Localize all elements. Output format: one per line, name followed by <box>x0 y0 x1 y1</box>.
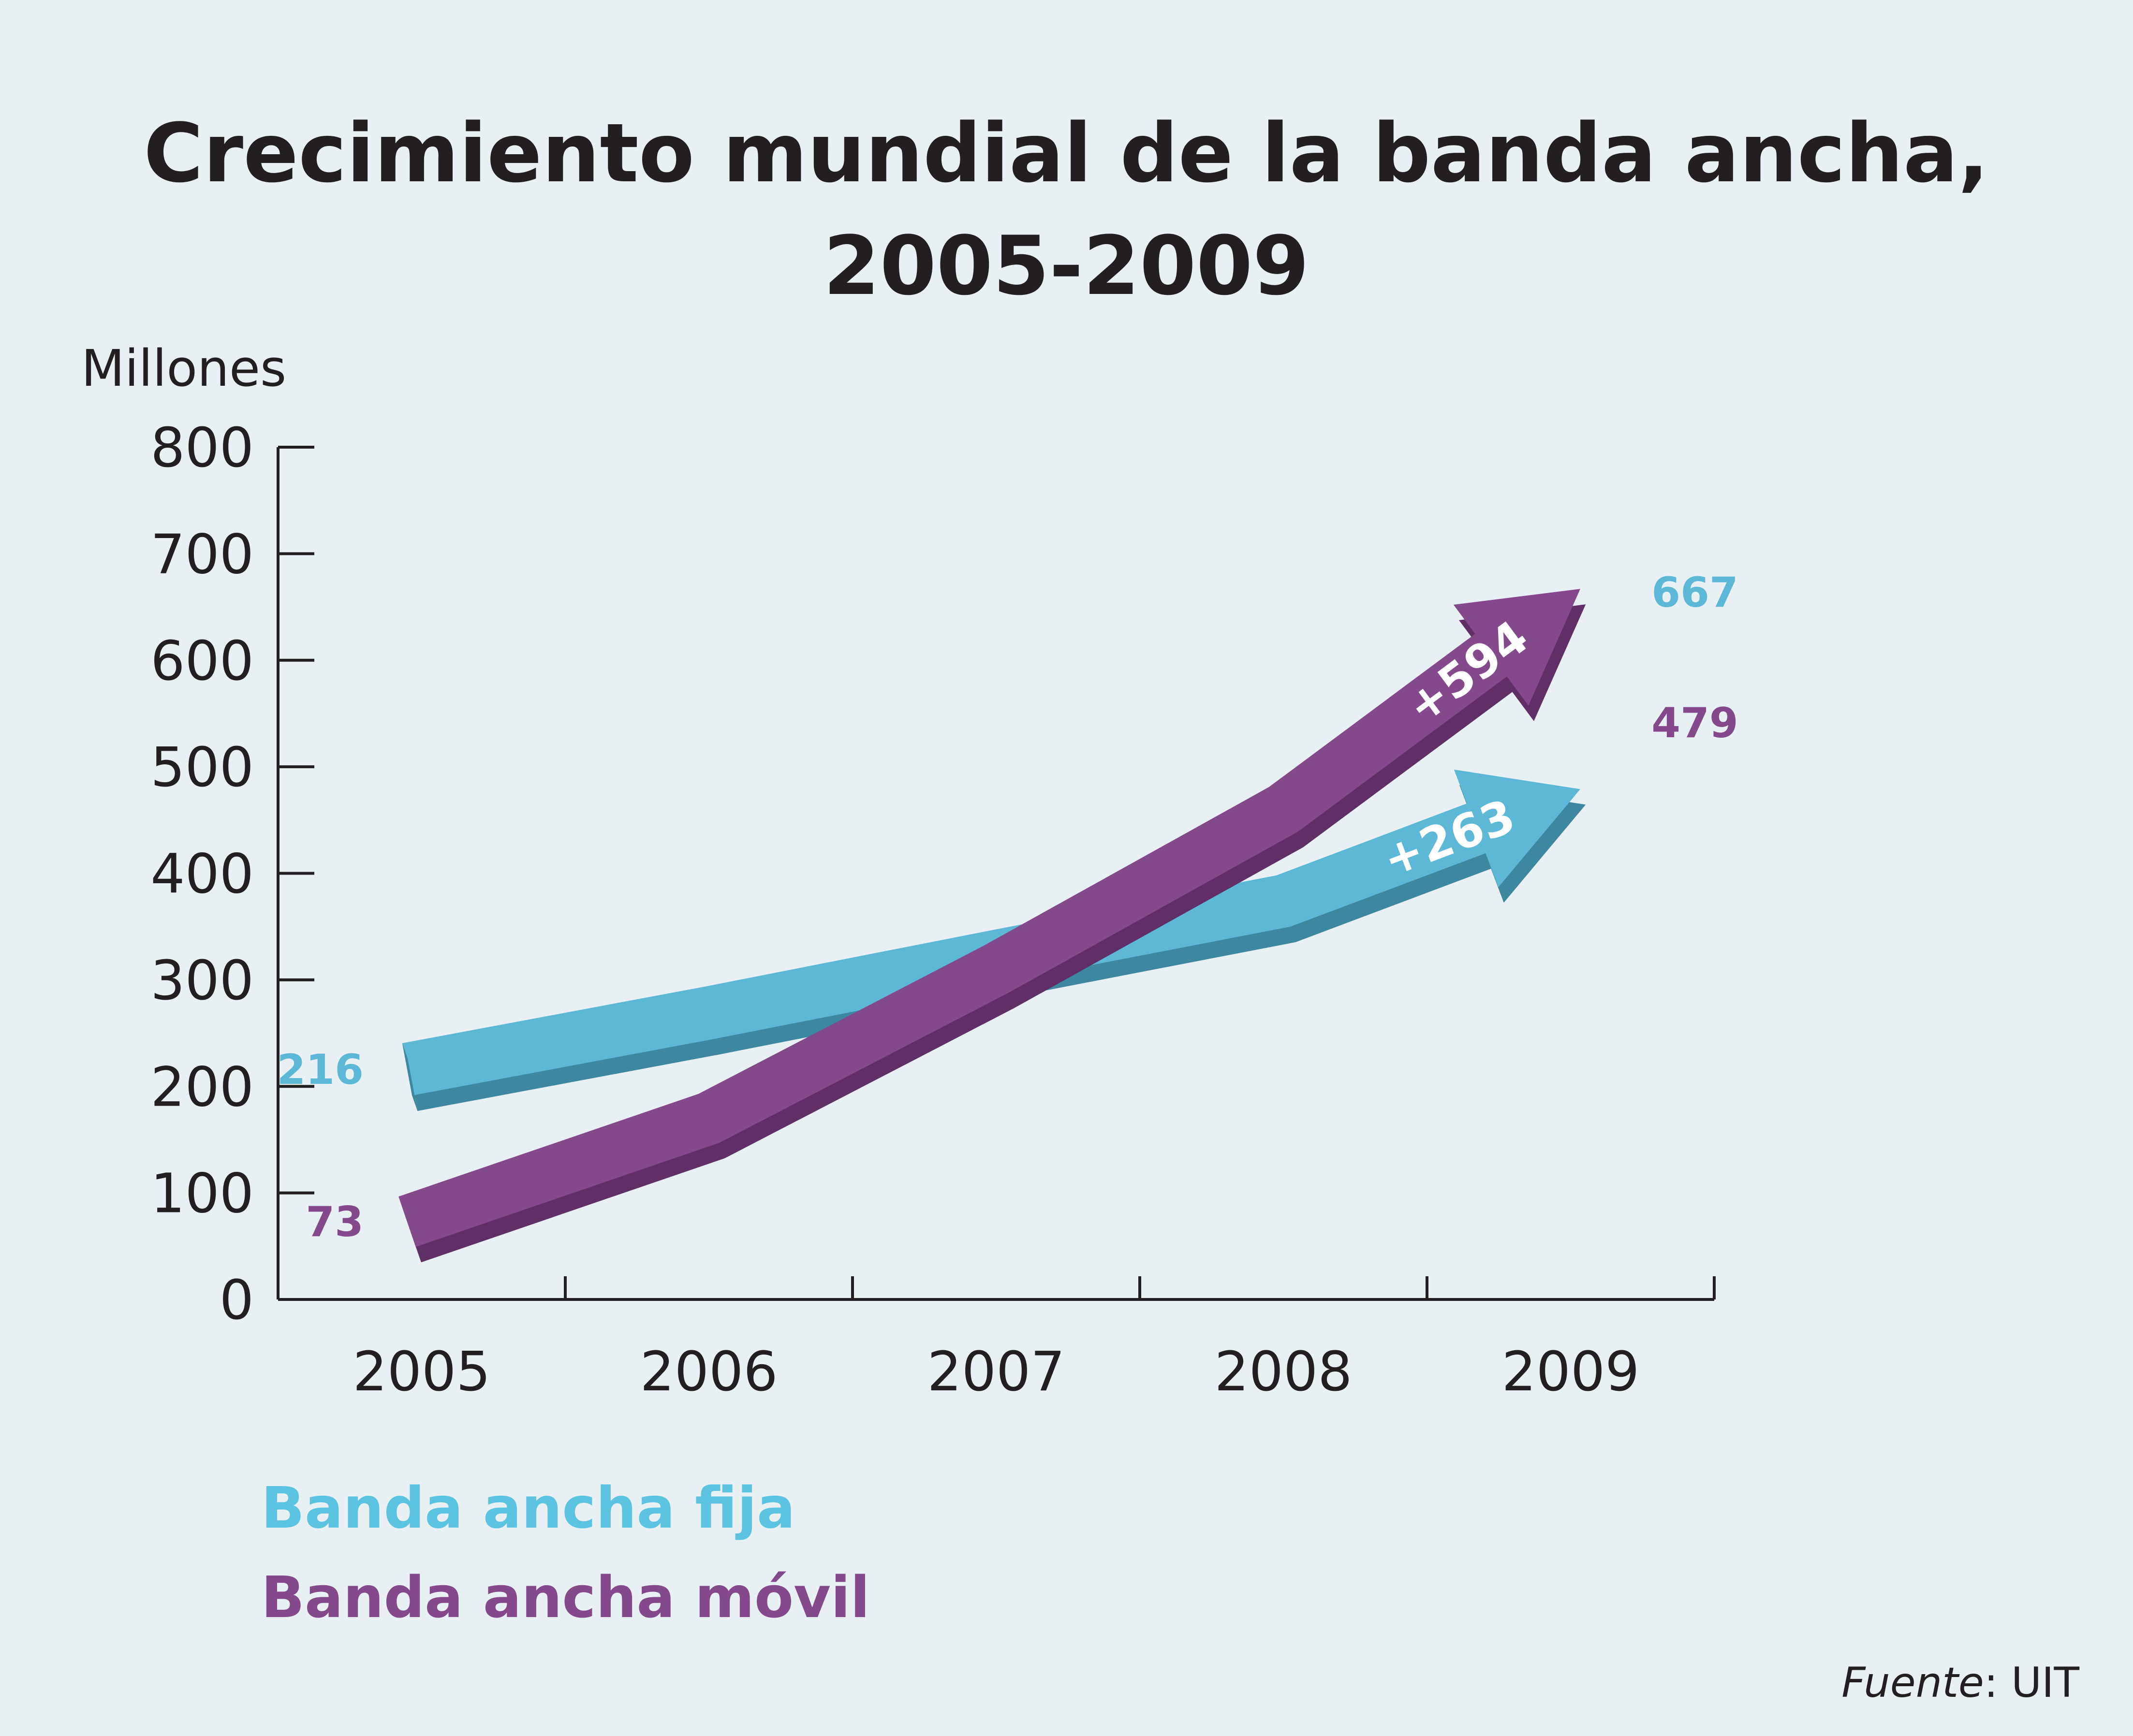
y-tick-label: 200 <box>150 1056 254 1119</box>
x-ticks: 2005 2006 2007 2008 2009 <box>353 1276 1716 1403</box>
series-arrow-body <box>398 589 1581 1247</box>
y-tick-label: 0 <box>220 1269 254 1332</box>
legend-entry-movil: Banda ancha móvil <box>261 1564 870 1631</box>
series-arrow-0: 216+263 <box>277 769 1586 1111</box>
x-tick-label: 2008 <box>1214 1341 1352 1403</box>
y-tick-label: 300 <box>150 949 254 1012</box>
source-prefix: Fuente <box>1841 1659 1984 1707</box>
x-tick-label: 2007 <box>927 1341 1065 1403</box>
y-tick-label: 500 <box>150 736 254 799</box>
end-label-lower: 479 <box>1651 699 1738 747</box>
y-tick-label: 800 <box>150 417 254 480</box>
y-tick-label: 100 <box>150 1163 254 1225</box>
source-note: Fuente: UIT <box>1841 1659 2079 1707</box>
y-tick-label: 700 <box>150 523 254 586</box>
series-start-label: 73 <box>306 1198 364 1246</box>
y-tick-label: 400 <box>150 843 254 906</box>
series-arrow-body <box>402 769 1581 1096</box>
series-arrow-1: 73+594 <box>306 589 1586 1263</box>
end-labels: 667 479 <box>1651 569 1738 747</box>
source-suffix: : UIT <box>1984 1659 2080 1707</box>
series-arrow-endcap <box>398 1196 421 1263</box>
end-label-top: 667 <box>1651 569 1738 617</box>
x-tick-label: 2006 <box>640 1341 778 1403</box>
chart-title-line1: Crecimiento mundial de la banda ancha, <box>144 106 1989 201</box>
y-tick-label: 600 <box>150 630 254 693</box>
y-ticks: 0 100 200 300 400 500 600 700 800 <box>150 417 314 1332</box>
chart-title-line2: 2005-2009 <box>824 219 1309 313</box>
series-arrow-endcap <box>402 1043 418 1111</box>
y-axis-label: Millones <box>81 339 286 398</box>
x-tick-label: 2009 <box>1501 1341 1639 1403</box>
series-start-label: 216 <box>277 1046 364 1094</box>
legend-entry-fija: Banda ancha fija <box>261 1474 795 1541</box>
x-tick-label: 2005 <box>353 1341 490 1403</box>
